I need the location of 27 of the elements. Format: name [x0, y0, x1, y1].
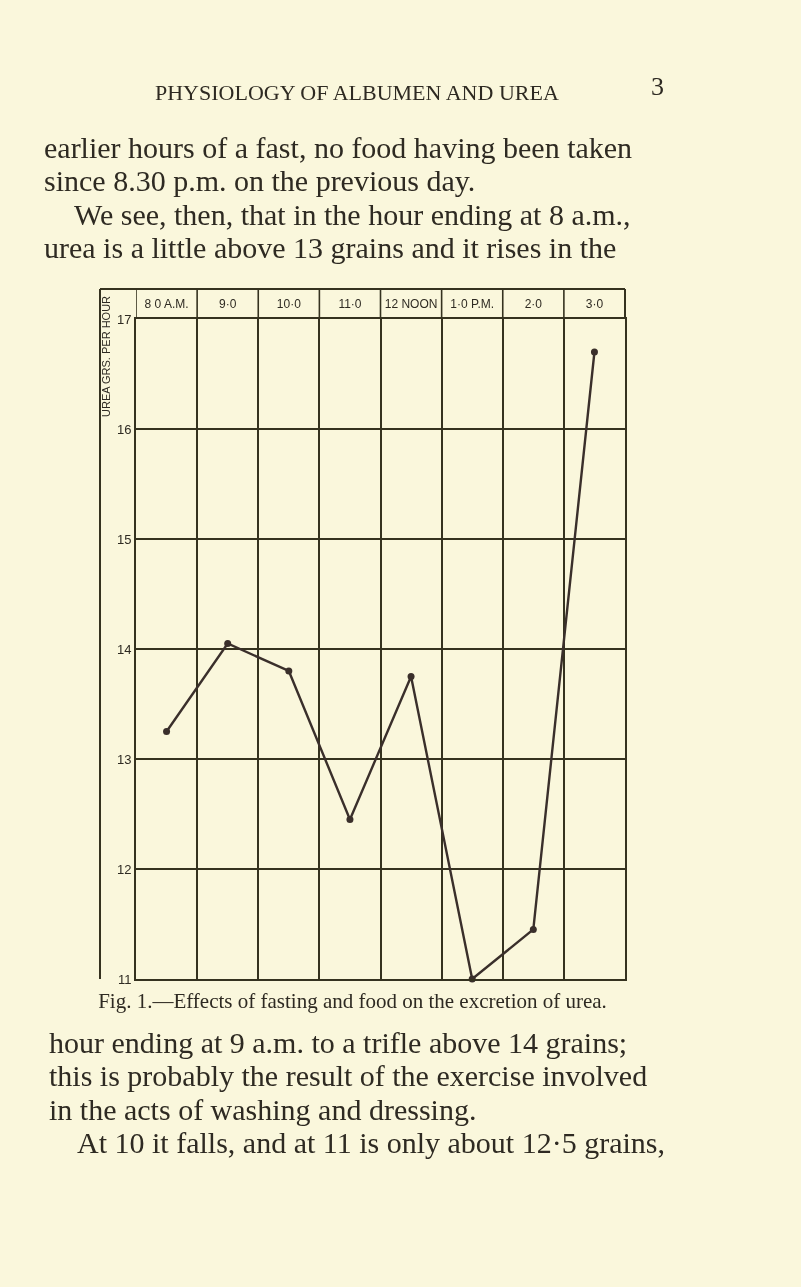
x-tick-label: 8 0 A.M.	[144, 297, 189, 312]
x-tick-label: 1·0 P.M.	[450, 297, 495, 312]
x-tick-label: 10·0	[276, 297, 302, 312]
y-tick-label: 17	[117, 311, 132, 327]
y-axis-title: UREA GRS. PER HOUR	[100, 295, 112, 417]
x-tick-label: 11·0	[338, 297, 362, 312]
text: this is probably the result of the exercise involved	[49, 1059, 648, 1092]
y-tick-label: 11	[118, 971, 132, 987]
text: Fig. 1.—Effects of fasting and food on the excretion of urea.	[98, 989, 607, 1014]
x-tick-label: 12 NOON	[384, 297, 438, 312]
text: We see, then, that in the hour ending at 8 a.m.,	[74, 198, 631, 231]
text: earlier hours of a fast, no food having been taken	[44, 131, 633, 164]
y-tick-label: 16	[117, 421, 132, 437]
text: since 8.30 p.m. on the previous day.	[44, 164, 476, 197]
x-tick-label: 9·0	[219, 297, 237, 312]
text: At 10 it falls, and at 11 is only about 12·5 grains,	[77, 1126, 665, 1159]
y-tick-label: 13	[117, 751, 132, 767]
text: urea is a little above 13 grains and it rises in the	[44, 231, 617, 264]
text: 3	[651, 72, 664, 101]
y-tick-label: 12	[117, 861, 132, 877]
x-tick-label: 3·0	[585, 297, 604, 312]
text: in the acts of washing and dressing.	[49, 1093, 477, 1126]
y-tick-label: 15	[117, 531, 132, 547]
y-tick-label: 14	[117, 641, 132, 657]
text: hour ending at 9 a.m. to a trifle above 14 grains;	[49, 1026, 628, 1059]
text: PHYSIOLOGY OF ALBUMEN AND UREA	[155, 80, 559, 105]
x-tick-label: 2·0	[524, 297, 543, 312]
